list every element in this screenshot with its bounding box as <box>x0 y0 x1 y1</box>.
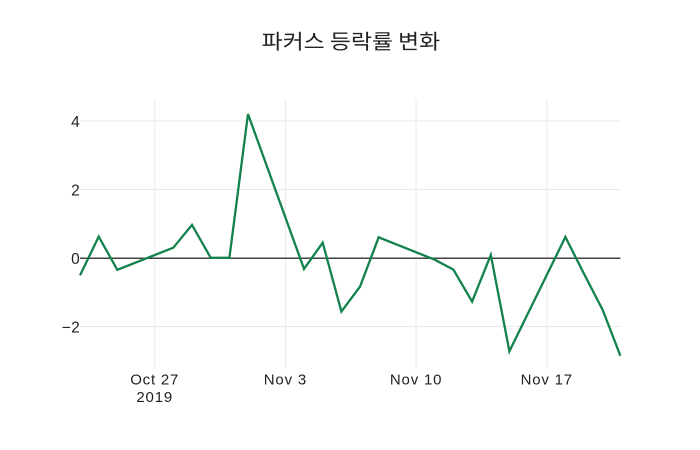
svg-text:0: 0 <box>71 251 80 268</box>
svg-text:Nov 3: Nov 3 <box>264 372 307 389</box>
svg-text:2019: 2019 <box>136 389 173 406</box>
svg-text:2: 2 <box>71 182 80 199</box>
svg-text:4: 4 <box>71 114 80 131</box>
svg-text:Nov 17: Nov 17 <box>521 372 573 389</box>
svg-text:Nov 10: Nov 10 <box>390 372 442 389</box>
svg-text:−2: −2 <box>62 320 81 337</box>
svg-text:Oct 27: Oct 27 <box>130 372 179 389</box>
